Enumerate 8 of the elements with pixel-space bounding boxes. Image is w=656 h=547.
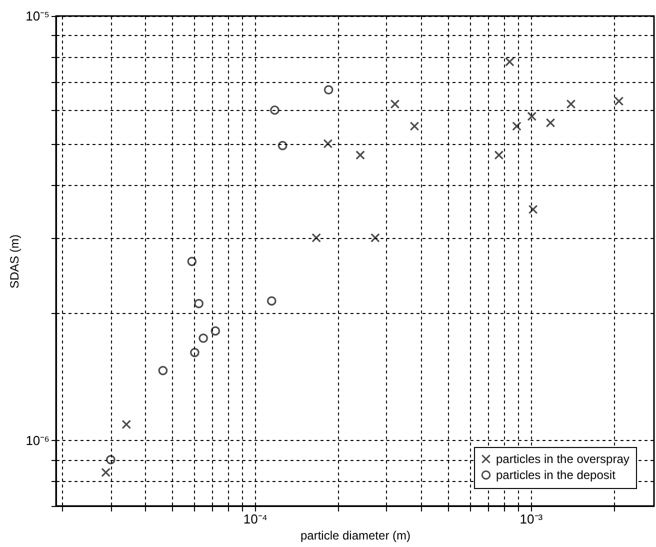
- y-axis-title: SDAS (m): [8, 234, 22, 288]
- x-axis-title: particle diameter (m): [300, 528, 411, 542]
- y-tick-label: 10⁻⁶: [26, 432, 50, 448]
- x-tick-label: 10⁻³: [520, 512, 544, 526]
- x-tick-label: 10⁻⁴: [243, 512, 268, 526]
- y-tick-label: 10⁻⁵: [26, 8, 50, 24]
- legend-label: particles in the overspray: [496, 452, 630, 466]
- legend-label: particles in the deposit: [496, 468, 616, 482]
